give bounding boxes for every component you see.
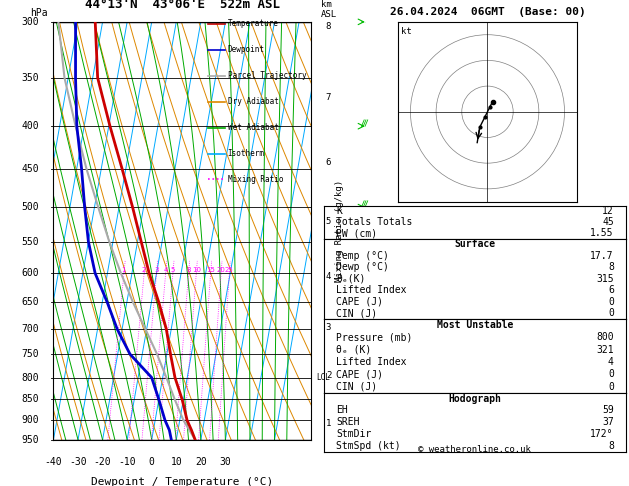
Text: 20: 20	[195, 456, 207, 467]
Text: CAPE (J): CAPE (J)	[336, 296, 383, 307]
Text: SREH: SREH	[336, 417, 360, 427]
Text: Dewpoint / Temperature (°C): Dewpoint / Temperature (°C)	[91, 477, 274, 486]
Text: 1.55: 1.55	[590, 228, 614, 238]
Text: 321: 321	[596, 345, 614, 355]
Text: Dewpoint: Dewpoint	[228, 45, 265, 54]
Text: 30: 30	[220, 456, 231, 467]
Text: 500: 500	[21, 202, 39, 212]
Text: 700: 700	[21, 324, 39, 334]
Text: 10: 10	[170, 456, 182, 467]
Text: 0: 0	[608, 382, 614, 392]
Text: CAPE (J): CAPE (J)	[336, 369, 383, 379]
Text: 450: 450	[21, 164, 39, 174]
Text: Lifted Index: Lifted Index	[336, 357, 406, 367]
Text: 12: 12	[602, 206, 614, 216]
Text: 17.7: 17.7	[590, 251, 614, 261]
Text: Wet Adiabat: Wet Adiabat	[228, 123, 279, 132]
Text: Parcel Trajectory: Parcel Trajectory	[228, 71, 306, 80]
Text: km
ASL: km ASL	[321, 0, 337, 19]
Text: Pressure (mb): Pressure (mb)	[336, 332, 413, 342]
Text: 25: 25	[225, 267, 234, 273]
Text: © weatheronline.co.uk: © weatheronline.co.uk	[418, 445, 532, 454]
Text: hPa: hPa	[30, 8, 48, 17]
Text: Hodograph: Hodograph	[448, 394, 501, 403]
Text: 600: 600	[21, 268, 39, 278]
Text: Temp (°C): Temp (°C)	[336, 251, 389, 261]
Text: Lifted Index: Lifted Index	[336, 285, 406, 295]
Text: kt: kt	[401, 27, 412, 36]
Text: 3: 3	[326, 323, 331, 331]
Text: 550: 550	[21, 237, 39, 247]
Text: 6: 6	[608, 285, 614, 295]
Text: 0: 0	[608, 308, 614, 318]
Text: 45: 45	[602, 217, 614, 227]
Text: 1: 1	[326, 419, 331, 428]
Text: 800: 800	[21, 372, 39, 382]
Text: 8: 8	[326, 22, 331, 31]
Text: 3: 3	[154, 267, 159, 273]
Text: Surface: Surface	[454, 239, 496, 249]
Text: Totals Totals: Totals Totals	[336, 217, 413, 227]
Text: 750: 750	[21, 349, 39, 359]
Text: 350: 350	[21, 73, 39, 83]
Text: 1: 1	[121, 267, 126, 273]
Text: 5: 5	[170, 267, 175, 273]
Text: Dry Adiabat: Dry Adiabat	[228, 97, 279, 106]
Text: 0: 0	[149, 456, 155, 467]
Text: 8: 8	[608, 262, 614, 272]
Text: 850: 850	[21, 395, 39, 404]
Text: 900: 900	[21, 415, 39, 425]
Text: 315: 315	[596, 274, 614, 284]
Text: Mixing Ratio (g/kg): Mixing Ratio (g/kg)	[335, 180, 344, 282]
Text: 5: 5	[326, 217, 331, 226]
Text: 8: 8	[608, 441, 614, 451]
Text: 59: 59	[602, 405, 614, 416]
Text: Most Unstable: Most Unstable	[437, 320, 513, 330]
Text: 0: 0	[608, 369, 614, 379]
Text: Isotherm: Isotherm	[228, 149, 265, 158]
Text: 4: 4	[164, 267, 168, 273]
Text: -40: -40	[45, 456, 62, 467]
Text: θₑ (K): θₑ (K)	[336, 345, 371, 355]
Text: EH: EH	[336, 405, 348, 416]
Text: CIN (J): CIN (J)	[336, 308, 377, 318]
Text: 20: 20	[216, 267, 226, 273]
Text: CIN (J): CIN (J)	[336, 382, 377, 392]
Text: PW (cm): PW (cm)	[336, 228, 377, 238]
Text: 37: 37	[602, 417, 614, 427]
Text: LCL: LCL	[316, 373, 330, 382]
Text: 6: 6	[326, 158, 331, 167]
Text: 44°13'N  43°06'E  522m ASL: 44°13'N 43°06'E 522m ASL	[85, 0, 280, 12]
Text: -20: -20	[94, 456, 111, 467]
Text: 172°: 172°	[590, 429, 614, 439]
Text: 8: 8	[186, 267, 191, 273]
Text: 15: 15	[206, 267, 215, 273]
Text: 7: 7	[326, 93, 331, 103]
Text: K: K	[336, 206, 342, 216]
Text: 950: 950	[21, 435, 39, 445]
Text: Mixing Ratio: Mixing Ratio	[228, 175, 283, 184]
Text: 10: 10	[192, 267, 201, 273]
Text: 300: 300	[21, 17, 39, 27]
Text: 2: 2	[326, 371, 331, 380]
Text: Dewp (°C): Dewp (°C)	[336, 262, 389, 272]
Text: 0: 0	[608, 296, 614, 307]
Text: 400: 400	[21, 121, 39, 131]
Text: 4: 4	[326, 272, 331, 281]
Text: 4: 4	[608, 357, 614, 367]
Text: -10: -10	[118, 456, 136, 467]
Text: 800: 800	[596, 332, 614, 342]
Text: 650: 650	[21, 297, 39, 307]
Text: StmSpd (kt): StmSpd (kt)	[336, 441, 401, 451]
Text: 2: 2	[142, 267, 147, 273]
Text: 26.04.2024  06GMT  (Base: 00): 26.04.2024 06GMT (Base: 00)	[389, 7, 586, 17]
Text: StmDir: StmDir	[336, 429, 371, 439]
Text: Temperature: Temperature	[228, 19, 279, 29]
Text: -30: -30	[69, 456, 87, 467]
Text: θₑ(K): θₑ(K)	[336, 274, 365, 284]
